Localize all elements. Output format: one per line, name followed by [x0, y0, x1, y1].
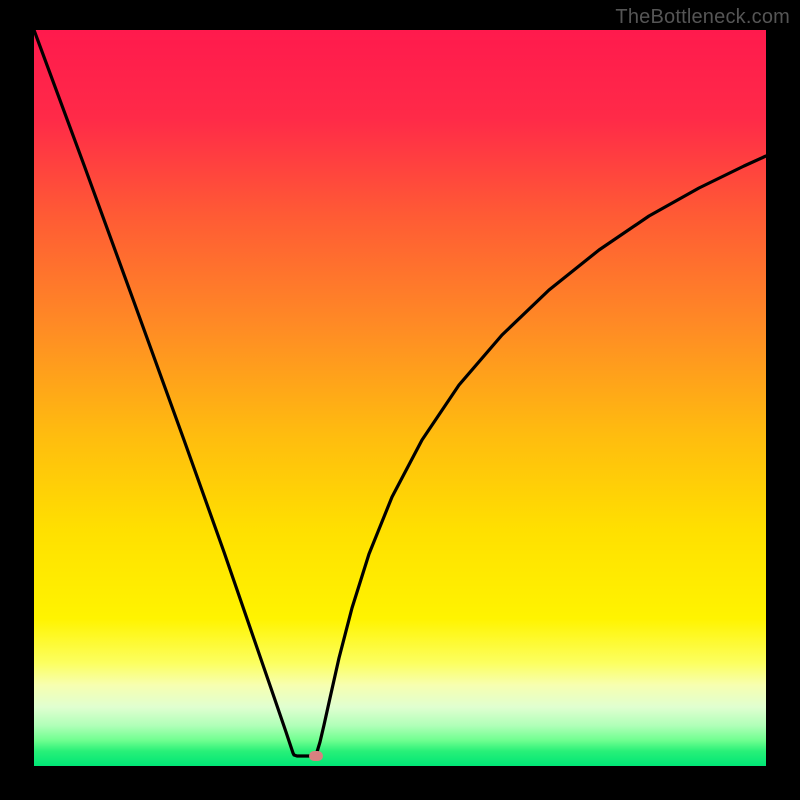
- optimal-point-marker: [309, 751, 323, 761]
- chart-plot-area: [34, 30, 766, 766]
- watermark-text: TheBottleneck.com: [615, 6, 790, 29]
- bottleneck-curve: [34, 30, 766, 766]
